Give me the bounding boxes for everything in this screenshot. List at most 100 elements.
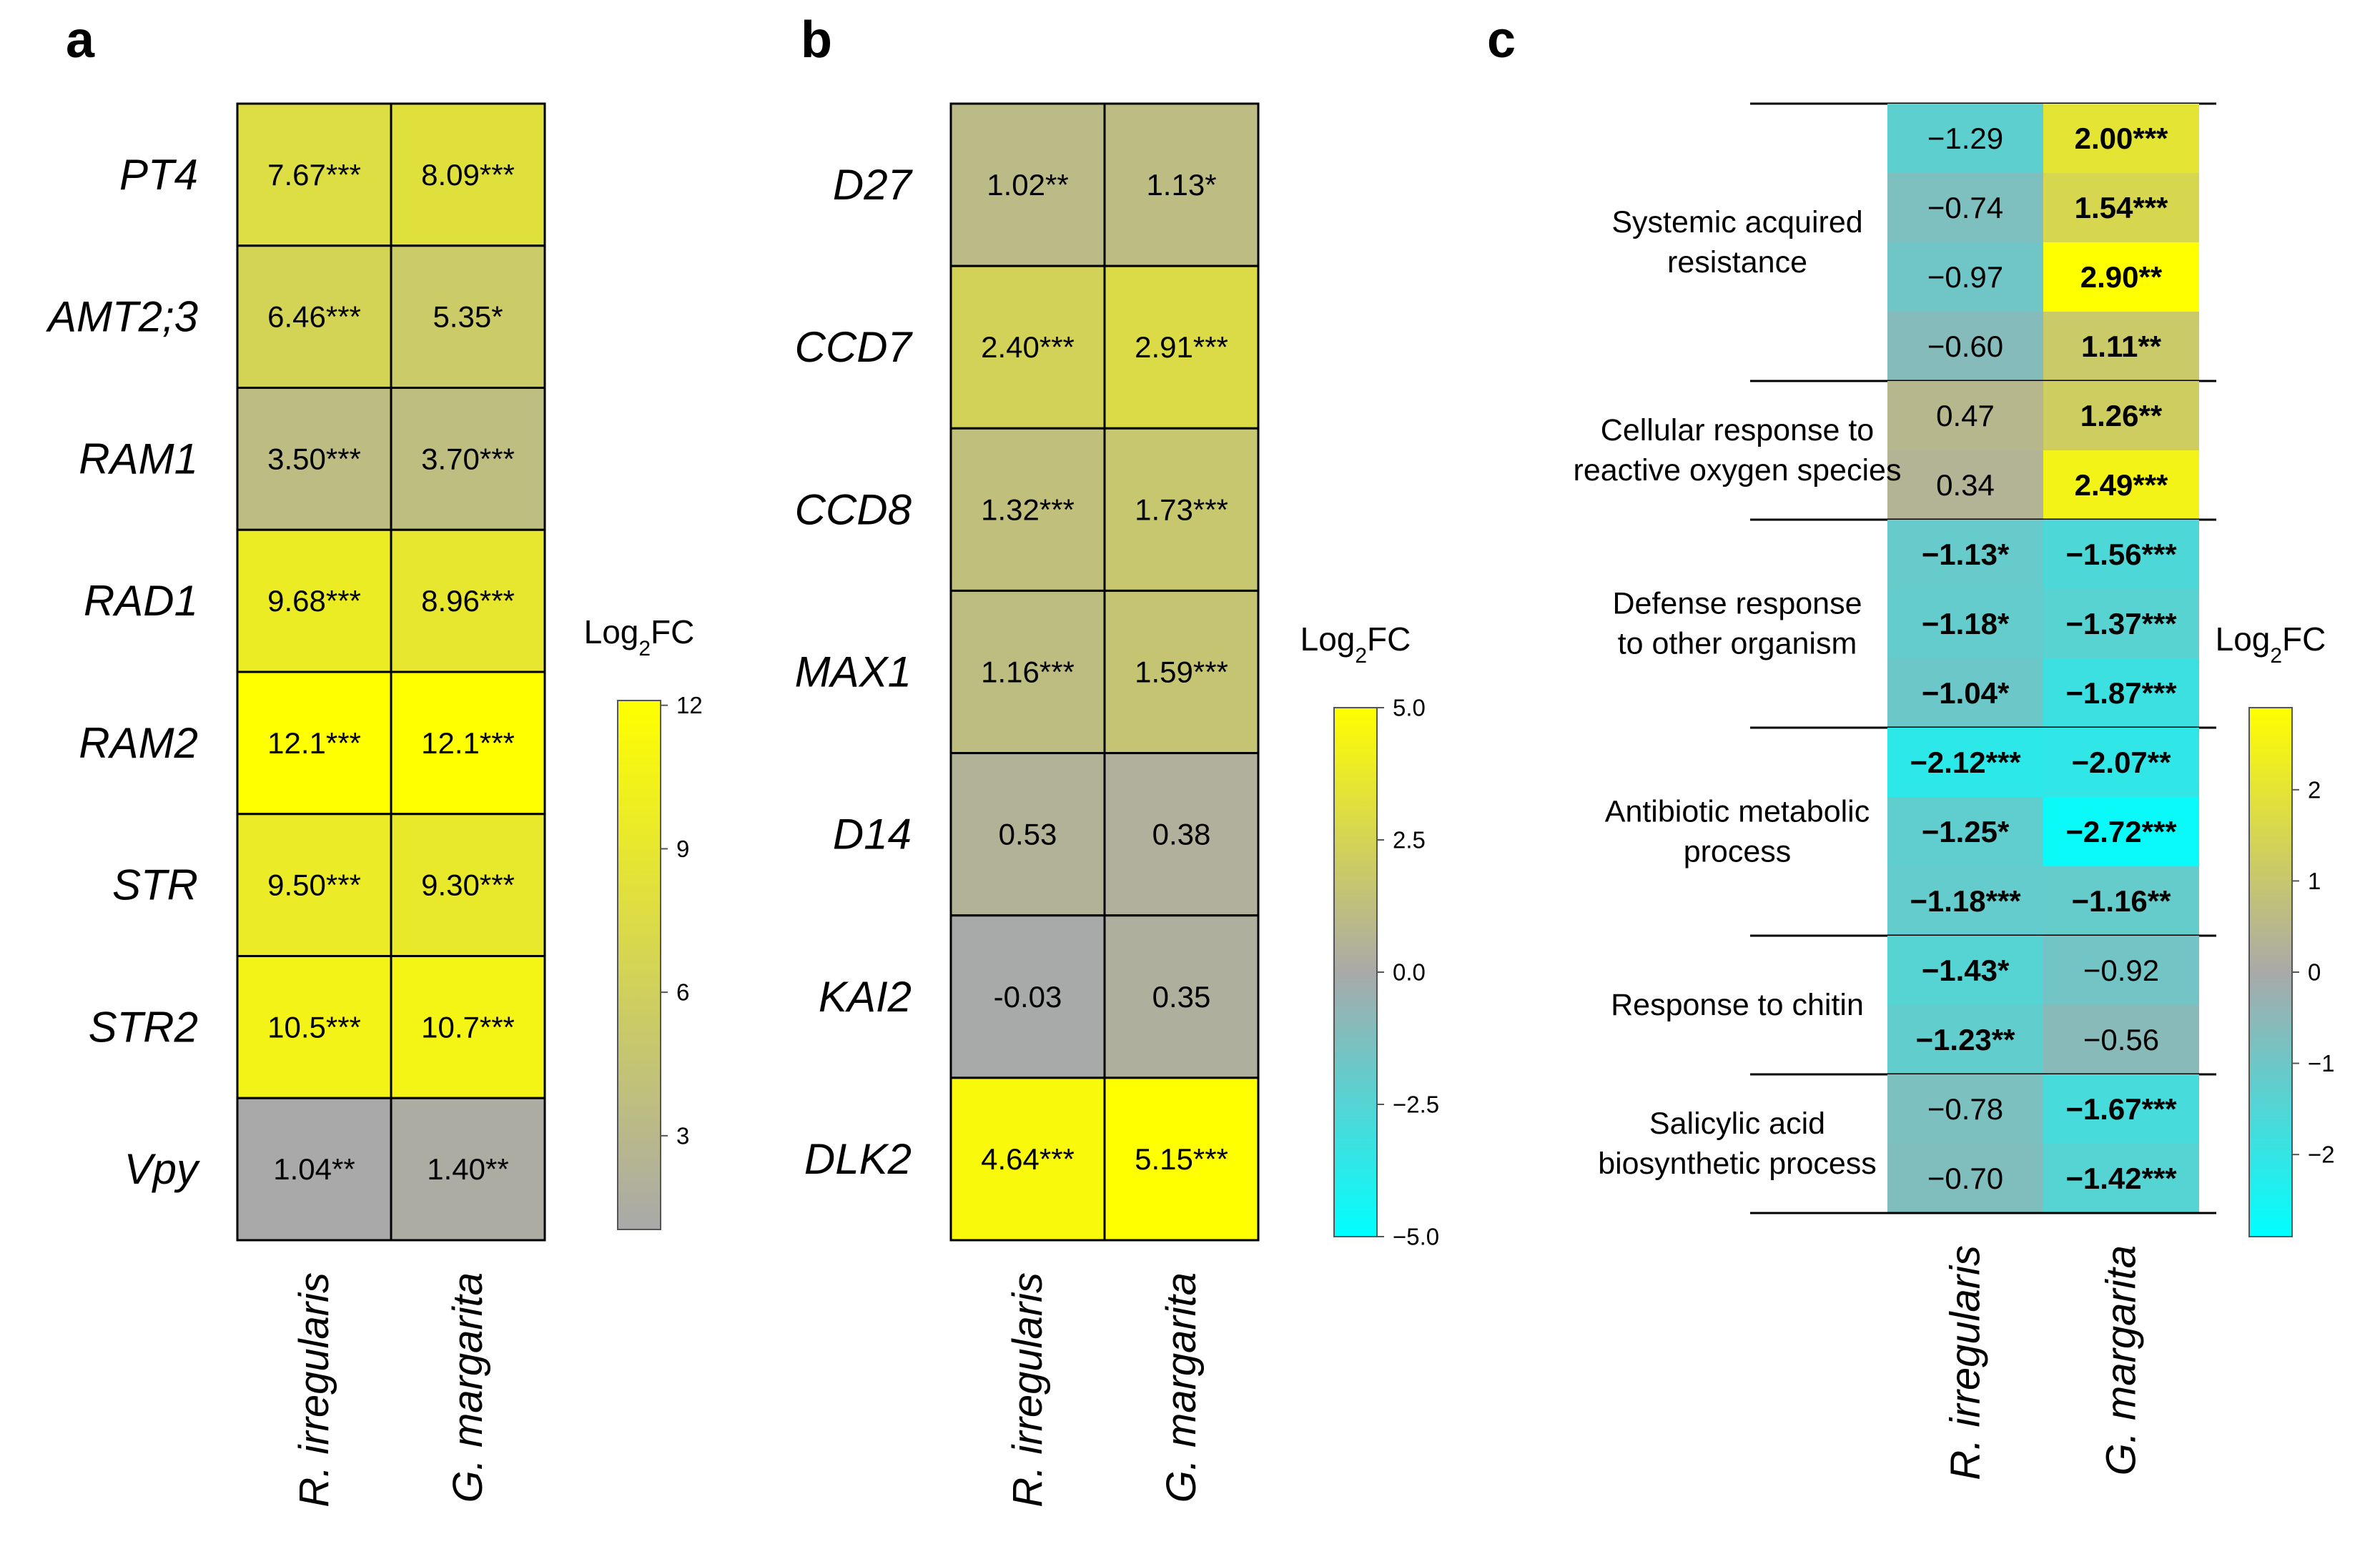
- cell-label: 9.68***: [267, 584, 361, 618]
- cell-label: 12.1***: [421, 726, 515, 760]
- cell-label: 0.53: [999, 818, 1057, 851]
- cell-label: 5.15***: [1135, 1142, 1228, 1176]
- category-label: Antibiotic metabolic: [1605, 795, 1870, 829]
- cell-label: −2.07**: [2072, 746, 2172, 779]
- heatmap-cell: [2043, 312, 2199, 381]
- cell-label: −0.78: [1927, 1092, 2003, 1126]
- gene-label: CCD7: [795, 323, 914, 371]
- column-label: G. margarita: [2098, 1245, 2145, 1475]
- heatmap-cell: [1887, 104, 2043, 173]
- cell-label: 1.26**: [2080, 399, 2163, 432]
- heatmap-cell: [949, 589, 1106, 755]
- cell-label: −1.25*: [1922, 815, 2010, 848]
- gene-label: CCD8: [795, 485, 912, 533]
- colorbar-tick-label: 6: [676, 979, 689, 1006]
- cell-label: -0.03: [994, 980, 1062, 1014]
- heatmap-cell: [2043, 589, 2199, 658]
- heatmap-cell: [2043, 728, 2199, 797]
- heatmap-cell: [1103, 1077, 1260, 1242]
- cell-label: 3.50***: [267, 442, 361, 475]
- cell-label: −2.12***: [1910, 746, 2021, 779]
- colorbar-tick-label: −1: [2308, 1050, 2335, 1077]
- cell-label: 0.35: [1152, 980, 1211, 1014]
- cell-label: −1.37***: [2065, 607, 2177, 640]
- cell-label: 1.54***: [2075, 191, 2168, 224]
- column-label: R. irregularis: [1942, 1245, 1989, 1480]
- cell-label: 0.34: [1936, 468, 1995, 502]
- panel-letter-b: b: [801, 11, 832, 69]
- gene-label: Vpy: [124, 1145, 201, 1193]
- category-label: Response to chitin: [1611, 988, 1864, 1022]
- cell-label: −1.56***: [2065, 538, 2177, 571]
- cell-label: 4.64***: [981, 1142, 1075, 1176]
- gene-label: RAD1: [84, 577, 198, 625]
- heatmap-cell: [390, 102, 546, 247]
- heatmap-cell: [1887, 520, 2043, 589]
- heatmap-cell: [2043, 658, 2199, 728]
- heatmap-cell: [1887, 1005, 2043, 1074]
- cell-label: 10.7***: [421, 1010, 515, 1044]
- cell-label: 3.70***: [421, 442, 515, 475]
- colorbar-tick-label: −2.5: [1393, 1092, 1439, 1118]
- heatmap-cell: [1103, 589, 1260, 755]
- heatmap-cell: [1887, 173, 2043, 242]
- gene-label: RAM1: [79, 435, 198, 482]
- heatmap-cell: [1887, 381, 2043, 450]
- cell-label: 5.35*: [433, 300, 503, 334]
- column-label: R. irregularis: [291, 1272, 337, 1508]
- cell-label: 1.02**: [987, 168, 1068, 202]
- cell-label: 9.50***: [267, 868, 361, 902]
- cell-label: 1.13*: [1146, 168, 1216, 202]
- cell-label: 2.40***: [981, 330, 1075, 364]
- colorbar-tick-label: 12: [676, 692, 703, 718]
- category-label: Systemic acquired: [1611, 205, 1862, 239]
- gene-label: PT4: [119, 151, 198, 199]
- heatmap-cell: [1887, 242, 2043, 312]
- cell-label: 10.5***: [267, 1010, 361, 1044]
- category-label: Salicylic acid: [1649, 1107, 1825, 1141]
- heatmap-panel-c: −1.29 2.00*** −0.74 1.54*** −0.97 2.90** −0.60…: [1574, 102, 2335, 1480]
- colorbar: [2248, 707, 2293, 1237]
- cell-label: −2.72***: [2065, 815, 2177, 848]
- cell-label: 1.16***: [981, 655, 1075, 689]
- cell-label: 1.73***: [1135, 493, 1228, 526]
- cell-label: 8.96***: [421, 584, 515, 618]
- cell-label: −0.70: [1927, 1162, 2003, 1195]
- gene-label: STR: [112, 861, 198, 909]
- heatmap-cell: [949, 752, 1106, 917]
- heatmap-cell: [390, 955, 546, 1099]
- heatmap-cell: [949, 914, 1106, 1079]
- colorbar-title: Log2FC: [2216, 620, 2326, 668]
- cell-label: −0.92: [2083, 954, 2159, 987]
- heatmap-cell: [1887, 589, 2043, 658]
- heatmap-cell: [2043, 936, 2199, 1005]
- cell-label: −1.42***: [2065, 1162, 2177, 1195]
- cell-label: 6.46***: [267, 300, 361, 334]
- heatmap-cell: [236, 244, 392, 389]
- cell-label: −1.67***: [2065, 1092, 2177, 1126]
- category-label: resistance: [1667, 245, 1807, 279]
- gene-label: D14: [833, 811, 912, 858]
- gene-label: RAM2: [79, 719, 198, 767]
- colorbar-tick-label: 2.5: [1393, 827, 1426, 853]
- column-label: R. irregularis: [1004, 1272, 1051, 1508]
- panel-letter-c: c: [1487, 11, 1516, 69]
- colorbar-tick-label: 0.0: [1393, 959, 1426, 986]
- cell-label: 2.49***: [2075, 468, 2168, 502]
- category-label: biosynthetic process: [1598, 1147, 1877, 1181]
- column-label: G. margarita: [445, 1272, 491, 1503]
- heatmap-cell: [1887, 1144, 2043, 1213]
- heatmap-cell: [1103, 914, 1260, 1079]
- cell-label: −1.04*: [1922, 676, 2010, 710]
- heatmap-cell: [2043, 866, 2199, 936]
- cell-label: −0.74: [1927, 191, 2003, 224]
- heatmap-cell: [1887, 797, 2043, 866]
- heatmap-cell: [390, 813, 546, 957]
- cell-label: 1.59***: [1135, 655, 1228, 689]
- heatmap-panel-a: 7.67*** 8.09*** PT4 6.46*** 5.35* AMT2;3 3.50*…: [46, 102, 703, 1508]
- category-label: to other organism: [1618, 627, 1857, 661]
- gene-label: AMT2;3: [46, 293, 198, 341]
- cell-label: 12.1***: [267, 726, 361, 760]
- cell-label: 1.04**: [273, 1152, 355, 1186]
- category-label: process: [1684, 835, 1792, 869]
